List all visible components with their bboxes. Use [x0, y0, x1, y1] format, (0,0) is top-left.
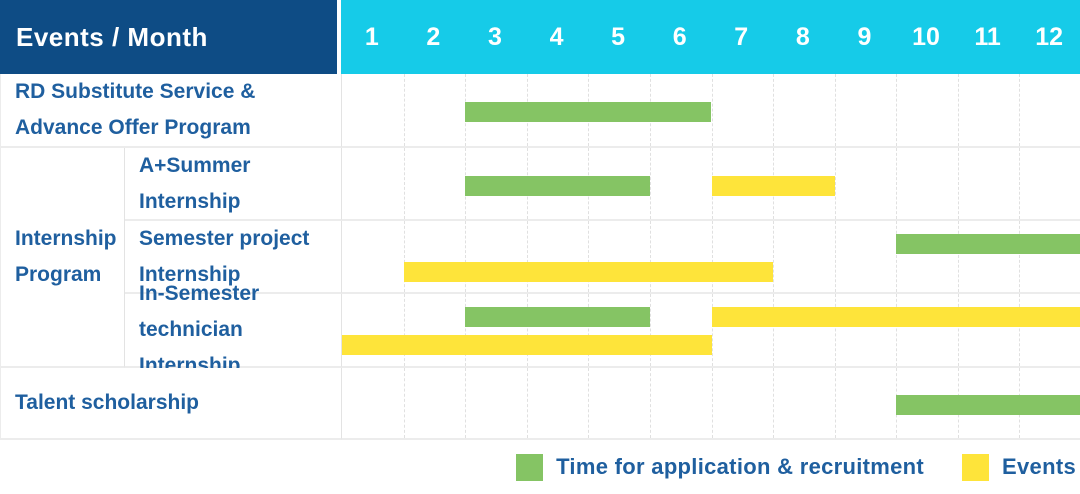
- bar-application: [465, 175, 650, 196]
- month-gridline: [526, 221, 528, 292]
- group-label-line: Internship: [15, 227, 117, 250]
- month-gridline: [711, 294, 713, 366]
- bar-events: [711, 175, 835, 196]
- month-gridline: [465, 294, 467, 366]
- month-gridline: [649, 148, 651, 219]
- timeline: [342, 294, 1080, 368]
- month-header-6: 6: [672, 22, 687, 51]
- month-gridline: [957, 74, 959, 146]
- month-gridline: [1019, 294, 1021, 366]
- row-label-line: RD Substitute Service &: [15, 80, 256, 103]
- timeline: [342, 368, 1080, 440]
- group-label: Internship Program: [1, 148, 125, 368]
- month-gridline: [957, 221, 959, 292]
- legend: Time for application & recruitment Events: [0, 440, 1080, 494]
- month-gridline: [773, 74, 775, 146]
- bar-application: [465, 102, 712, 122]
- row-label: Semester project Internship: [125, 221, 342, 294]
- month-header-8: 8: [795, 22, 810, 51]
- month-gridline: [588, 368, 590, 438]
- month-gridline: [465, 368, 467, 438]
- month-header: 1 2 3 4 5 6 7 8 9 10 11 12: [341, 0, 1080, 74]
- month-gridline: [711, 368, 713, 438]
- month-gridline: [649, 221, 651, 292]
- month-header-3: 3: [487, 22, 502, 51]
- month-header-5: 5: [611, 22, 626, 51]
- month-gridline: [896, 74, 898, 146]
- bar-application: [896, 234, 1080, 254]
- month-gridline: [465, 221, 467, 292]
- row-label: In-Semester technician Internship: [125, 282, 342, 377]
- month-gridline: [1019, 148, 1021, 219]
- month-gridline: [834, 368, 836, 438]
- legend-item: Time for application & recruitment: [516, 453, 925, 481]
- month-gridline: [1019, 74, 1021, 146]
- month-gridline: [834, 74, 836, 146]
- legend-label: Time for application & recruitment: [556, 454, 925, 479]
- table-header-row: Events / Month 1 2 3 4 5 6 7 8 9 10 11 12: [0, 0, 1080, 74]
- month-gridline: [588, 221, 590, 292]
- timeline: [342, 74, 1080, 148]
- month-header-2: 2: [426, 22, 441, 51]
- month-gridline: [711, 221, 713, 292]
- bar-events: [403, 262, 774, 282]
- row-label: Talent scholarship: [1, 368, 342, 440]
- month-header-12: 12: [1035, 22, 1064, 51]
- month-gridline: [649, 368, 651, 438]
- month-header-4: 4: [549, 22, 564, 51]
- month-gridline: [526, 294, 528, 366]
- month-gridline: [588, 294, 590, 366]
- month-gridline: [773, 294, 775, 366]
- month-gridline: [896, 221, 898, 292]
- month-gridline: [773, 368, 775, 438]
- header-gap: [337, 0, 341, 74]
- row-label-line: Advance Offer Program: [15, 116, 251, 139]
- row-label-line: Internship: [139, 262, 241, 286]
- month-header-1: 1: [364, 22, 379, 51]
- month-gridline: [773, 221, 775, 292]
- month-gridline: [896, 294, 898, 366]
- legend-swatch-events: [962, 453, 990, 481]
- bar-application: [465, 307, 650, 327]
- row-label-line: A+Summer: [139, 153, 251, 177]
- month-gridline: [896, 148, 898, 219]
- bar-application: [896, 395, 1080, 415]
- legend-item: Events: [962, 453, 1076, 481]
- month-gridline: [834, 148, 836, 219]
- month-header-10: 10: [912, 22, 940, 51]
- legend-swatch-application: [516, 453, 544, 481]
- month-gridline: [834, 221, 836, 292]
- month-gridline: [526, 368, 528, 438]
- bar-events: [342, 335, 712, 355]
- month-gridline: [1019, 221, 1021, 292]
- row-label-line: Internship: [139, 189, 241, 213]
- row-label-line: In-Semester: [139, 282, 260, 305]
- bar-events: [711, 307, 1080, 327]
- legend-label: Events: [1002, 454, 1076, 479]
- row-label: RD Substitute Service & Advance Offer Pro…: [1, 74, 342, 148]
- row-label-line: Talent scholarship: [15, 391, 199, 414]
- month-gridline: [403, 74, 405, 146]
- row-label: A+Summer Internship: [125, 148, 342, 221]
- month-header-7: 7: [734, 22, 749, 51]
- month-gridline: [403, 294, 405, 366]
- group-label-line: Program: [15, 263, 102, 286]
- corner-header: Events / Month: [0, 0, 337, 74]
- month-gridline: [403, 221, 405, 292]
- month-gridline: [834, 294, 836, 366]
- gantt-body: RD Substitute Service & Advance Offer Pro…: [0, 74, 1080, 440]
- timeline: [342, 221, 1080, 294]
- row-label-line: Semester project: [139, 226, 310, 250]
- month-gridline: [957, 148, 959, 219]
- timeline: [342, 148, 1080, 221]
- month-gridline: [711, 74, 713, 146]
- month-gridline: [403, 368, 405, 438]
- month-gridline: [649, 294, 651, 366]
- month-header-9: 9: [857, 22, 872, 51]
- month-gridline: [957, 294, 959, 366]
- month-header-11: 11: [974, 22, 1001, 51]
- month-gridline: [403, 148, 405, 219]
